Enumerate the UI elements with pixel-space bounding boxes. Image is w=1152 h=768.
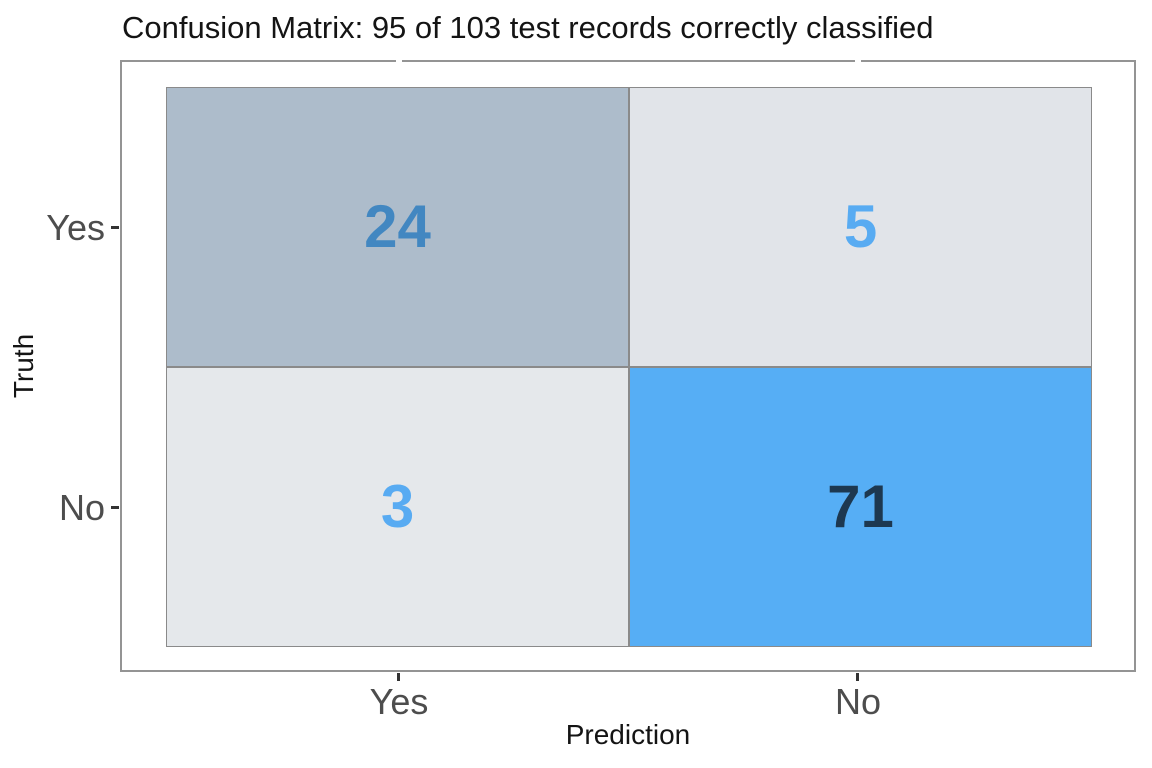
plot-panel: 24 5 3 71 <box>120 60 1136 672</box>
y-axis-tick-mark-no <box>111 506 119 509</box>
y-tick-label-yes: Yes <box>46 207 105 248</box>
y-tick-label-no: No <box>58 487 105 528</box>
x-axis-tick-mark-no <box>856 673 859 681</box>
top-axis-tick-yes <box>396 59 402 64</box>
cell-count-true-positive: 24 <box>364 193 431 260</box>
cell-truth-yes-pred-no: 5 <box>629 87 1092 367</box>
y-axis-tick-mark-yes <box>111 226 119 229</box>
x-tick-label-no: No <box>834 681 882 722</box>
heatmap-cells: 24 5 3 71 <box>166 87 1092 647</box>
y-axis-title: Truth <box>8 333 39 399</box>
x-axis-tick-mark-yes <box>397 673 400 681</box>
cell-truth-no-pred-yes: 3 <box>166 367 629 647</box>
cell-truth-no-pred-no: 71 <box>629 367 1092 647</box>
cell-count-false-positive: 3 <box>380 473 415 540</box>
x-axis-title: Prediction <box>565 719 691 750</box>
cell-count-true-negative: 71 <box>827 473 894 540</box>
top-axis-tick-no <box>855 59 861 64</box>
cell-truth-yes-pred-yes: 24 <box>166 87 629 367</box>
x-tick-label-yes: Yes <box>369 681 429 722</box>
cell-count-false-negative: 5 <box>843 193 878 260</box>
chart-title: Confusion Matrix: 95 of 103 test records… <box>122 10 934 45</box>
